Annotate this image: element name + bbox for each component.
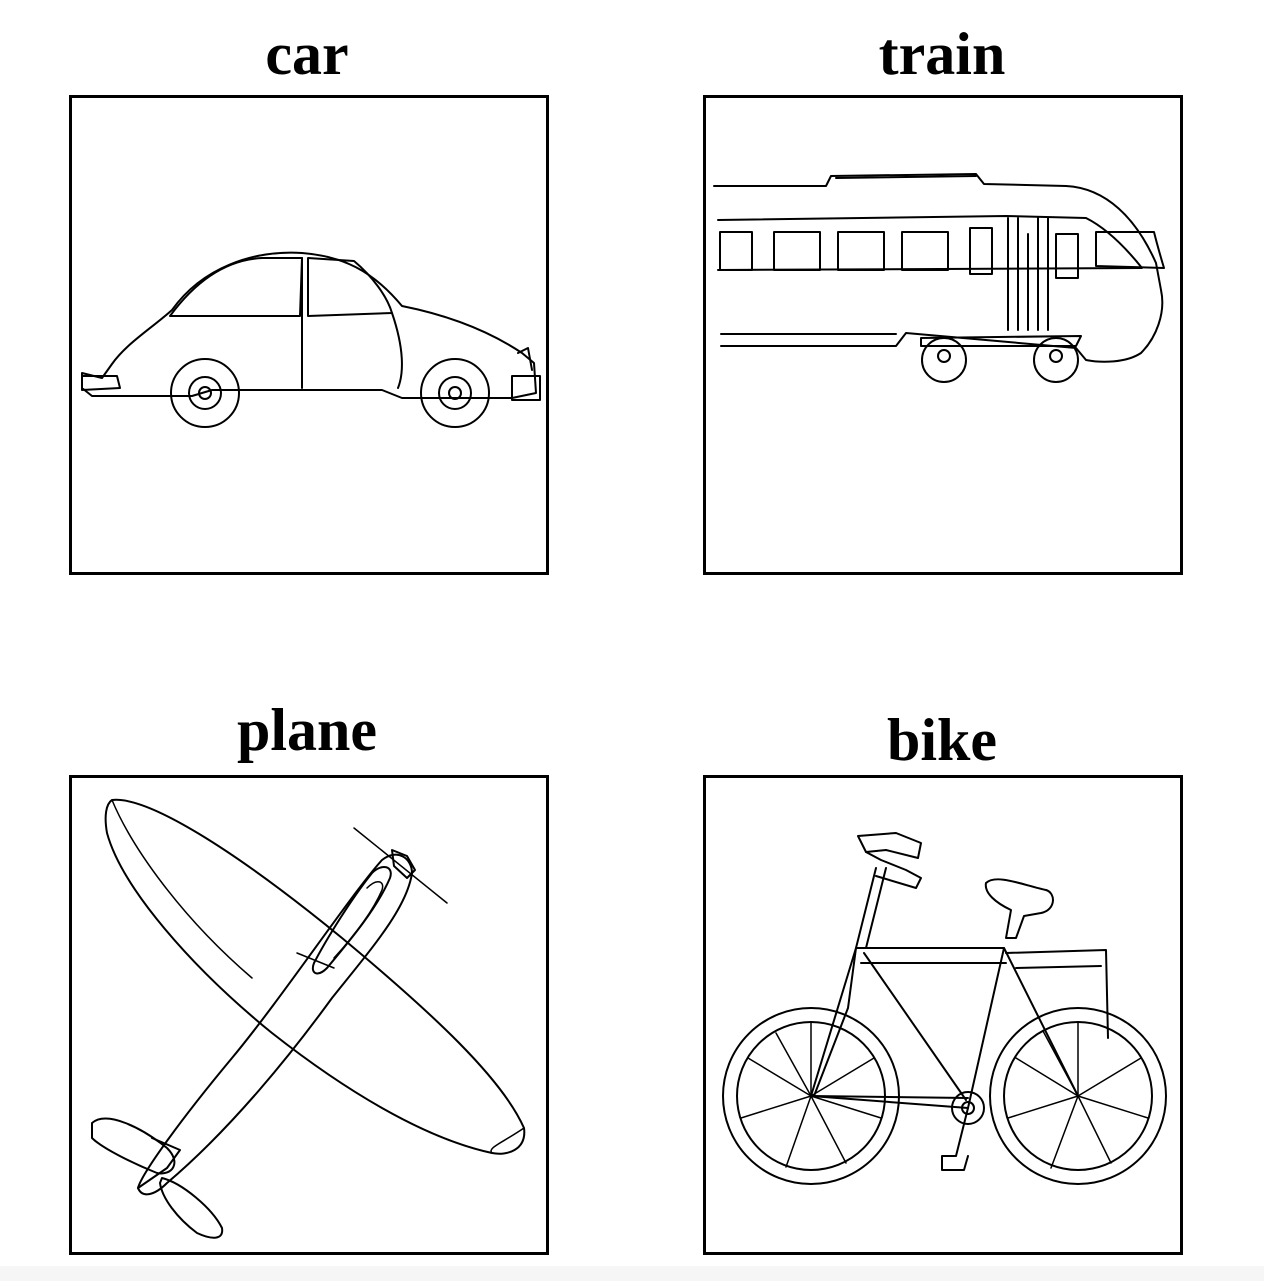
card-plane-frame: [69, 775, 549, 1255]
train-icon: [713, 173, 1165, 383]
car-icon: [81, 251, 541, 428]
plane-icon: [91, 798, 526, 1239]
card-label-car: car: [265, 21, 349, 87]
bike-icon: [722, 832, 1167, 1185]
card-bike-frame: [703, 775, 1183, 1255]
page-bottom-edge: [0, 1266, 1264, 1281]
card-car-frame: [69, 95, 549, 575]
card-label-bike: bike: [886, 707, 998, 773]
card-label-plane: plane: [236, 697, 378, 763]
card-label-train: train: [878, 21, 1006, 87]
card-train-frame: [703, 95, 1183, 575]
